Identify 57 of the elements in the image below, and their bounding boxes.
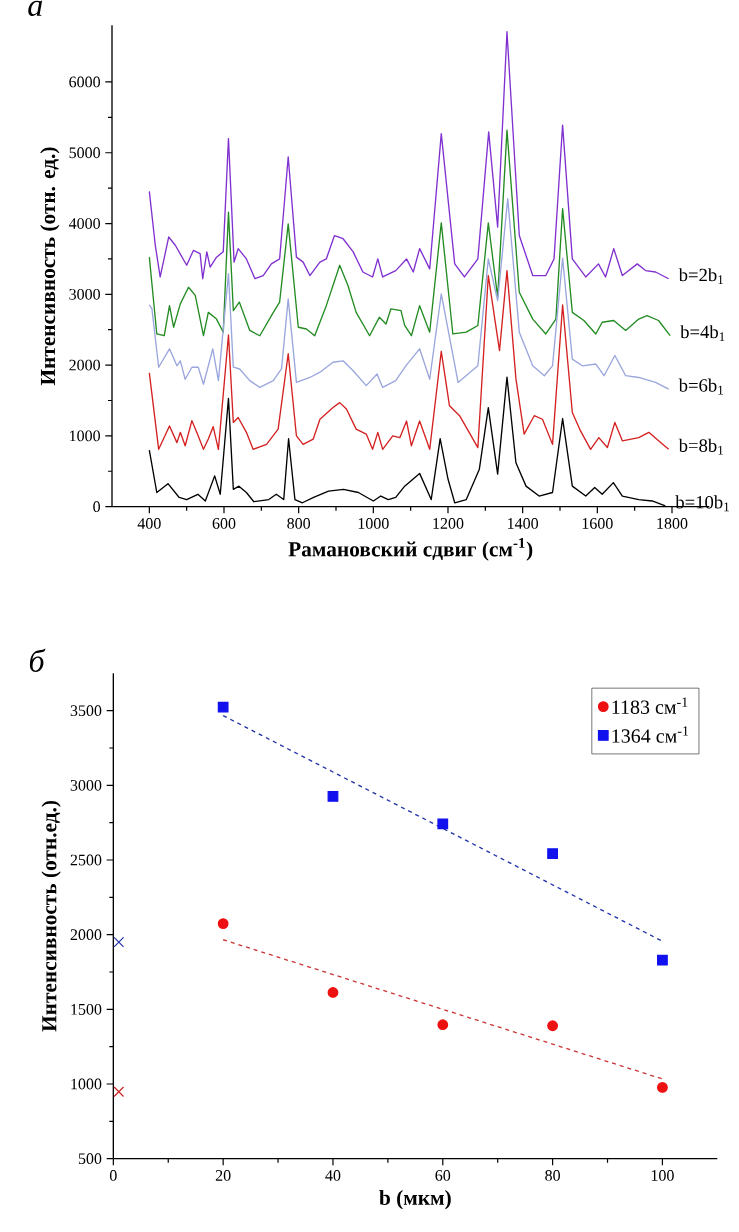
y-axis-title: Интенсивность (отн.ед.) xyxy=(41,800,61,1032)
x-axis-title: Рамановский сдвиг (см$^{-1}$) xyxy=(288,538,533,561)
y-tick-label: 2000 xyxy=(69,359,101,371)
series-label: b=4b$_{1}$ xyxy=(680,325,725,341)
y-tick-label: 1000 xyxy=(71,1078,102,1090)
y-axis-title: Интенсивность (отн. ед.) xyxy=(40,147,60,386)
chart-title: б xyxy=(30,648,46,672)
y-tick-label: 4000 xyxy=(69,218,101,229)
point xyxy=(547,848,559,860)
y-tick-label: 0 xyxy=(93,501,101,513)
y-tick-label: 3500 xyxy=(70,705,102,717)
x-tick-label: 60 xyxy=(435,1170,451,1181)
y-tick-label: 1000 xyxy=(70,430,101,442)
series-label: b=8b$_{1}$ xyxy=(678,438,724,455)
point xyxy=(217,701,229,713)
y-tick-label: 1500 xyxy=(71,1003,102,1015)
x-tick-label: 600 xyxy=(212,518,236,529)
series-label: b=10b$_{1}$ xyxy=(675,495,730,512)
series-label: b=2b$_{1}$ xyxy=(678,268,724,284)
x-tick-label: 1400 xyxy=(508,518,539,529)
point xyxy=(657,954,668,966)
x-tick-label: 80 xyxy=(545,1170,561,1181)
point xyxy=(113,1086,125,1098)
chart-title: а xyxy=(28,0,43,17)
point xyxy=(113,936,125,948)
y-tick-label: 6000 xyxy=(69,76,101,88)
line-series xyxy=(148,198,670,390)
point xyxy=(217,918,229,930)
line-series xyxy=(148,269,670,450)
x-tick-label: 40 xyxy=(325,1170,341,1181)
y-tick-label: 2500 xyxy=(70,854,102,866)
x-tick-label: 1000 xyxy=(358,518,389,529)
x-tick-label: 1200 xyxy=(433,518,464,529)
x-axis-title: b (мкм) xyxy=(379,1189,451,1210)
point xyxy=(547,1020,559,1032)
series-label: b=6b$_{1}$ xyxy=(678,378,724,395)
legend-label: 1183 см$^{-1}$ xyxy=(612,697,688,714)
y-tick-label: 3000 xyxy=(70,779,102,791)
x-tick-label: 1800 xyxy=(657,518,688,529)
x-tick-label: 800 xyxy=(287,518,311,529)
point xyxy=(327,987,339,998)
y-tick-label: 2000 xyxy=(70,929,102,941)
y-tick-label: 3000 xyxy=(69,288,101,300)
line-series xyxy=(148,129,671,337)
y-tick-label: 5000 xyxy=(69,147,101,159)
legend-label: 1364 см$^{-1}$ xyxy=(612,726,689,743)
y-tick-label: 500 xyxy=(79,1153,102,1165)
line-series xyxy=(148,31,670,280)
point xyxy=(437,818,449,830)
x-tick-label: 100 xyxy=(651,1170,674,1181)
point xyxy=(327,790,339,802)
x-tick-label: 1600 xyxy=(582,518,613,529)
x-tick-label: 400 xyxy=(137,518,161,529)
point xyxy=(437,1019,449,1031)
x-tick-label: 0 xyxy=(110,1170,117,1181)
x-tick-label: 20 xyxy=(216,1170,231,1181)
point xyxy=(657,1082,668,1093)
